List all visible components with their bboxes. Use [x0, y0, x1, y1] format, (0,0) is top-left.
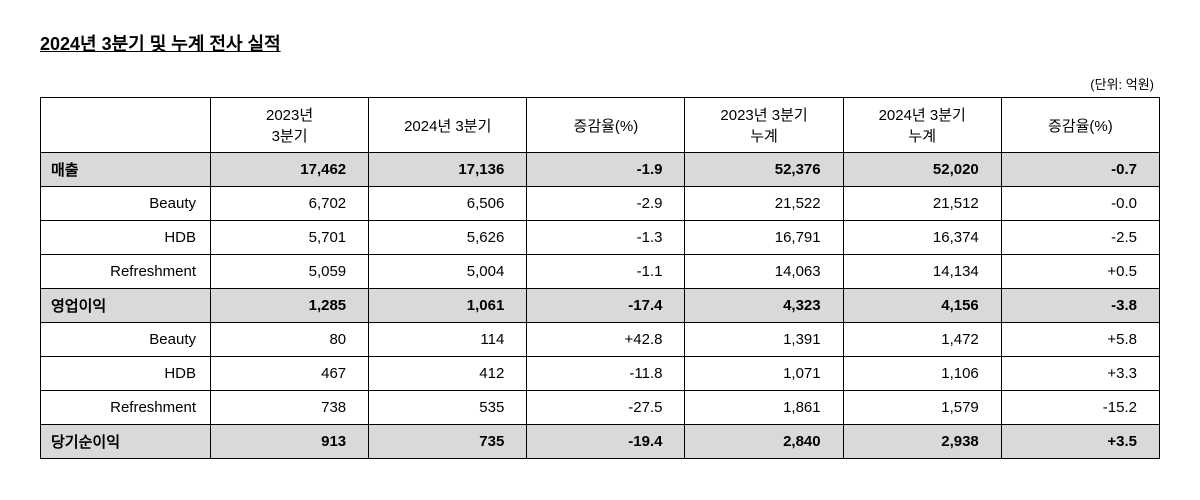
cell-value: -2.9: [527, 187, 685, 221]
cell-value: -1.3: [527, 221, 685, 255]
col-header: 2024년 3분기누계: [843, 98, 1001, 153]
cell-value: 6,702: [211, 187, 369, 221]
cell-value: 1,106: [843, 357, 1001, 391]
cell-value: 5,626: [369, 221, 527, 255]
cell-value: 735: [369, 425, 527, 459]
col-header: 2023년 3분기누계: [685, 98, 843, 153]
table-row: Refreshment5,0595,004-1.114,06314,134+0.…: [41, 255, 1160, 289]
cell-value: +42.8: [527, 323, 685, 357]
cell-value: 412: [369, 357, 527, 391]
row-label: 매출: [41, 153, 211, 187]
table-row: 당기순이익913735-19.42,8402,938+3.5: [41, 425, 1160, 459]
row-label: HDB: [41, 221, 211, 255]
financials-table: 2023년3분기 2024년 3분기 증감율(%) 2023년 3분기누계 20…: [40, 97, 1160, 459]
row-label: Refreshment: [41, 391, 211, 425]
cell-value: +3.5: [1001, 425, 1159, 459]
row-label: 영업이익: [41, 289, 211, 323]
cell-value: -1.9: [527, 153, 685, 187]
cell-value: 80: [211, 323, 369, 357]
cell-value: 1,285: [211, 289, 369, 323]
cell-value: +5.8: [1001, 323, 1159, 357]
table-row: Refreshment738535-27.51,8611,579-15.2: [41, 391, 1160, 425]
cell-value: 5,004: [369, 255, 527, 289]
cell-value: 52,376: [685, 153, 843, 187]
cell-value: 16,374: [843, 221, 1001, 255]
cell-value: -0.7: [1001, 153, 1159, 187]
cell-value: 1,071: [685, 357, 843, 391]
cell-value: 1,391: [685, 323, 843, 357]
cell-value: 21,522: [685, 187, 843, 221]
cell-value: -27.5: [527, 391, 685, 425]
table-header: 2023년3분기 2024년 3분기 증감율(%) 2023년 3분기누계 20…: [41, 98, 1160, 153]
cell-value: -19.4: [527, 425, 685, 459]
cell-value: -2.5: [1001, 221, 1159, 255]
cell-value: 17,462: [211, 153, 369, 187]
cell-value: -3.8: [1001, 289, 1159, 323]
cell-value: 6,506: [369, 187, 527, 221]
cell-value: 2,840: [685, 425, 843, 459]
cell-value: -15.2: [1001, 391, 1159, 425]
cell-value: 1,061: [369, 289, 527, 323]
cell-value: 4,156: [843, 289, 1001, 323]
table-body: 매출17,46217,136-1.952,37652,020-0.7Beauty…: [41, 153, 1160, 459]
cell-value: 14,134: [843, 255, 1001, 289]
cell-value: -17.4: [527, 289, 685, 323]
row-label: Beauty: [41, 187, 211, 221]
cell-value: 1,579: [843, 391, 1001, 425]
row-label: Refreshment: [41, 255, 211, 289]
cell-value: 4,323: [685, 289, 843, 323]
page-title: 2024년 3분기 및 누계 전사 실적: [40, 30, 1160, 56]
cell-value: 114: [369, 323, 527, 357]
col-header: 증감율(%): [1001, 98, 1159, 153]
table-row: Beauty6,7026,506-2.921,52221,512-0.0: [41, 187, 1160, 221]
row-label: 당기순이익: [41, 425, 211, 459]
cell-value: 5,701: [211, 221, 369, 255]
cell-value: 467: [211, 357, 369, 391]
cell-value: -0.0: [1001, 187, 1159, 221]
cell-value: 17,136: [369, 153, 527, 187]
row-label: HDB: [41, 357, 211, 391]
cell-value: 5,059: [211, 255, 369, 289]
row-label: Beauty: [41, 323, 211, 357]
unit-label: (단위: 억원): [40, 74, 1160, 93]
table-row: HDB5,7015,626-1.316,79116,374-2.5: [41, 221, 1160, 255]
cell-value: 14,063: [685, 255, 843, 289]
cell-value: 21,512: [843, 187, 1001, 221]
table-row: Beauty80114+42.81,3911,472+5.8: [41, 323, 1160, 357]
col-header: [41, 98, 211, 153]
col-header: 2023년3분기: [211, 98, 369, 153]
cell-value: +0.5: [1001, 255, 1159, 289]
cell-value: 913: [211, 425, 369, 459]
cell-value: 52,020: [843, 153, 1001, 187]
cell-value: 1,472: [843, 323, 1001, 357]
col-header: 2024년 3분기: [369, 98, 527, 153]
cell-value: +3.3: [1001, 357, 1159, 391]
table-row: HDB467412-11.81,0711,106+3.3: [41, 357, 1160, 391]
cell-value: -1.1: [527, 255, 685, 289]
cell-value: -11.8: [527, 357, 685, 391]
table-row: 매출17,46217,136-1.952,37652,020-0.7: [41, 153, 1160, 187]
cell-value: 1,861: [685, 391, 843, 425]
col-header: 증감율(%): [527, 98, 685, 153]
table-row: 영업이익1,2851,061-17.44,3234,156-3.8: [41, 289, 1160, 323]
cell-value: 2,938: [843, 425, 1001, 459]
cell-value: 16,791: [685, 221, 843, 255]
cell-value: 738: [211, 391, 369, 425]
cell-value: 535: [369, 391, 527, 425]
